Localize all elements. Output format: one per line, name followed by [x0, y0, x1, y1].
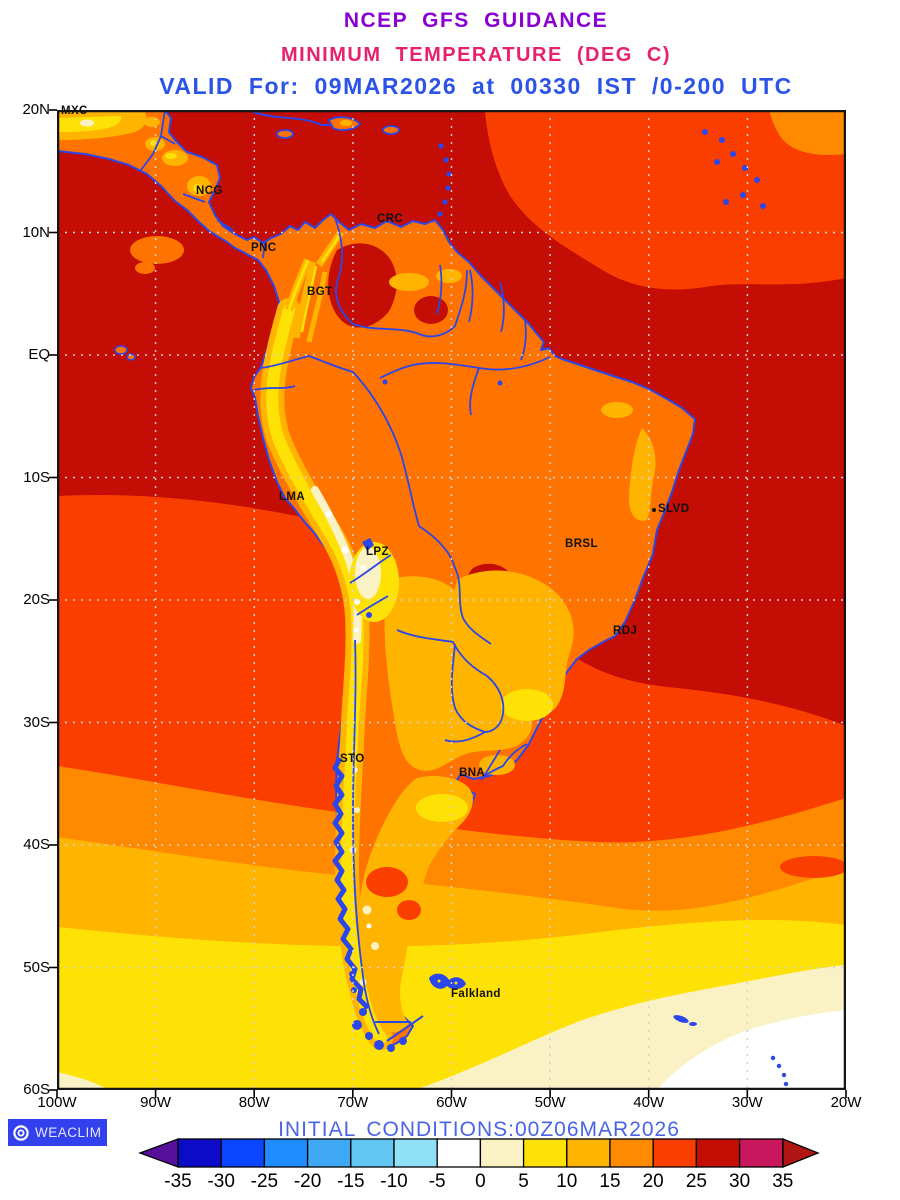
page-subtitle: MINIMUM TEMPERATURE (DEG C)	[281, 44, 671, 66]
colorbar-label-10: 10	[556, 1171, 578, 1192]
colorbar-label--10: -10	[380, 1171, 408, 1192]
lat-tick-20n: 20N	[22, 101, 50, 118]
lon-tick-20w: 20W	[830, 1094, 862, 1111]
lat-tick-20s: 20S	[23, 591, 50, 608]
valid-time-label: VALID For: 09MAR2026 at 00330 IST /0-200…	[159, 73, 793, 99]
logo-text: WEACLIM	[35, 1125, 102, 1140]
colorbar-cell-4	[350, 1138, 395, 1168]
initial-conditions-label: INITIAL CONDITIONS:00Z06MAR2026	[278, 1118, 680, 1141]
lon-tick-90w: 90W	[140, 1094, 172, 1111]
gridlines	[57, 110, 846, 1090]
lat-tick-eq: EQ	[28, 346, 50, 363]
colorbar-label--20: -20	[293, 1171, 322, 1192]
colorbar-cell-0	[177, 1138, 222, 1168]
colorbar-cell-1	[220, 1138, 266, 1168]
colorbar-label-25: 25	[685, 1171, 707, 1192]
colorbar-cell-5	[393, 1138, 438, 1168]
lon-tick-50w: 50W	[534, 1094, 566, 1111]
lon-tick-80w: 80W	[238, 1094, 270, 1111]
colorbar-label-30: 30	[729, 1171, 751, 1192]
colorbar-label--25: -25	[250, 1171, 279, 1192]
colorbar-label-5: 5	[518, 1171, 529, 1192]
colorbar-cell-11	[652, 1138, 698, 1168]
colorbar-cells	[177, 1138, 784, 1168]
colorbar-cell-7	[479, 1138, 525, 1168]
lat-tick-10s: 10S	[23, 468, 50, 486]
lon-tick-70w: 70W	[337, 1094, 369, 1111]
temperature-map	[57, 110, 846, 1090]
colorbar-cell-13	[738, 1138, 784, 1168]
colorbar-cell-2	[263, 1138, 309, 1168]
colorbar-label--5: -5	[428, 1171, 446, 1192]
coast-detail-layer	[114, 111, 789, 1087]
lon-tick-40w: 40W	[633, 1094, 665, 1111]
colorbar-label--15: -15	[337, 1171, 365, 1192]
page-title: NCEP GFS GUIDANCE	[343, 9, 609, 32]
lat-tick-10n: 10N	[22, 223, 50, 241]
weaclim-logo: WEACLIM	[8, 1119, 107, 1146]
colorbar-label-35: 35	[772, 1171, 794, 1192]
borders-layer	[140, 110, 551, 1035]
colorbar-cell-10	[609, 1138, 654, 1168]
colorbar-label--35: -35	[164, 1171, 192, 1192]
map-frame	[57, 110, 846, 1090]
colorbar-label-20: 20	[642, 1171, 664, 1192]
colorbar-right-arrow	[782, 1138, 820, 1168]
continent-layer	[57, 110, 696, 1050]
map-canvas: MXC NCG PNC CRC BGT LMA LPZ BRSL SLVD RDJ STO BNA Fa…	[57, 105, 846, 1090]
colorbar-label--30: -30	[207, 1171, 235, 1192]
colorbar-label-0: 0	[475, 1171, 486, 1192]
colorbar-cell-9	[566, 1138, 611, 1168]
lat-tick-40s: 40S	[23, 836, 50, 853]
lon-tick-30w: 30W	[731, 1094, 763, 1111]
lat-tick-60s: 60S	[23, 1081, 50, 1098]
lat-tick-50s: 50S	[23, 958, 50, 976]
lon-tick-60w: 60W	[436, 1094, 467, 1111]
colorbar	[138, 1138, 820, 1168]
logo-ring-icon	[13, 1124, 29, 1141]
colorbar-left-arrow	[138, 1138, 179, 1168]
lon-tick-100w: 100W	[37, 1094, 77, 1111]
colorbar-cell-3	[306, 1138, 352, 1168]
colorbar-cell-8	[522, 1138, 568, 1168]
colorbar-cell-12	[695, 1138, 741, 1168]
lat-tick-30s: 30S	[23, 713, 50, 731]
colorbar-label-15: 15	[599, 1171, 621, 1192]
colorbar-cell-6	[436, 1138, 482, 1168]
